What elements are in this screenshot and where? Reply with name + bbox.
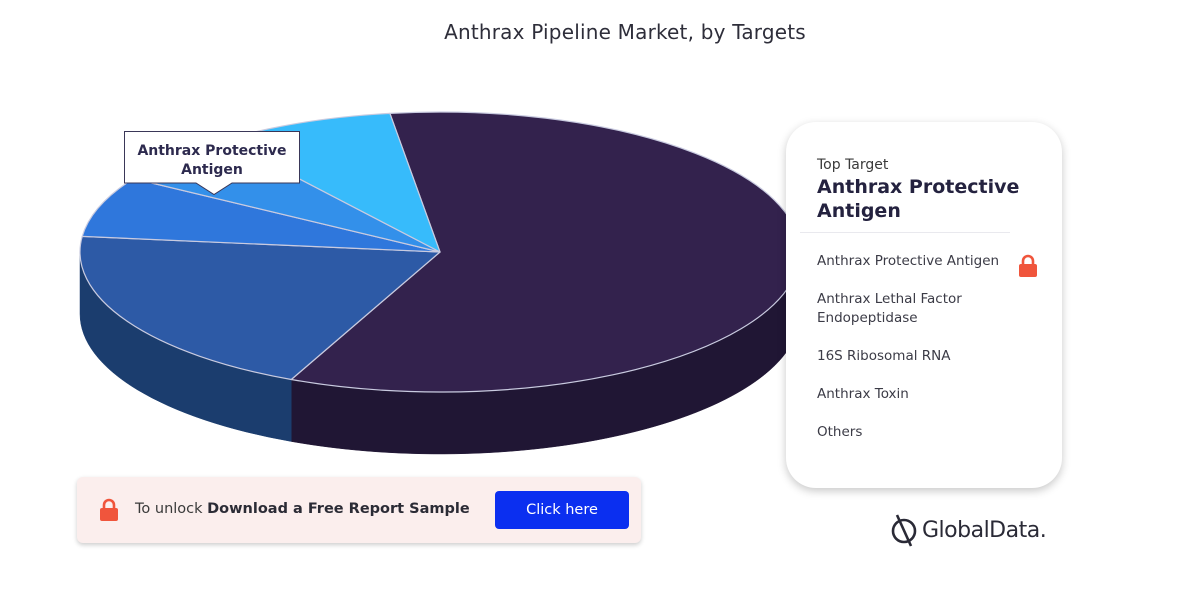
top-target-panel: Top Target Anthrax Protective Antigen An… xyxy=(786,122,1062,488)
unlock-prefix: To unlock xyxy=(135,501,203,517)
globaldata-icon xyxy=(891,514,917,547)
panel-heading: Anthrax Protective Antigen xyxy=(817,176,1020,222)
legend-list: Anthrax Protective Antigen Anthrax Letha… xyxy=(817,252,1037,461)
legend-item[interactable]: 16S Ribosomal RNA xyxy=(817,348,951,364)
lock-icon xyxy=(100,498,118,521)
callout-label: Anthrax Protective Antigen xyxy=(137,143,287,178)
legend-item[interactable]: Anthrax Toxin xyxy=(817,386,909,402)
brand-name: GlobalData. xyxy=(922,518,1047,543)
panel-divider xyxy=(800,232,1010,233)
unlock-message: To unlock Download a Free Report Sample xyxy=(135,501,470,517)
legend-item[interactable]: Anthrax Lethal Factor Endopeptidase xyxy=(817,291,962,326)
pie-callout: Anthrax Protective Antigen xyxy=(124,131,300,196)
globaldata-logo: GlobalData. xyxy=(890,513,1060,547)
legend-item[interactable]: Anthrax Protective Antigen xyxy=(817,253,1000,269)
unlock-bold-text: Download a Free Report Sample xyxy=(207,501,470,517)
pie-slice-anthrax-lethal-factor-endopeptidase[interactable] xyxy=(79,235,441,381)
legend-item[interactable]: Others xyxy=(817,424,863,440)
chart-title: Anthrax Pipeline Market, by Targets xyxy=(444,20,806,44)
unlock-banner: To unlock Download a Free Report Sample … xyxy=(77,477,641,543)
callout-shape xyxy=(124,131,300,196)
panel-subtitle: Top Target xyxy=(817,157,889,173)
lock-icon xyxy=(1019,254,1037,277)
click-here-button[interactable]: Click here xyxy=(495,491,629,529)
